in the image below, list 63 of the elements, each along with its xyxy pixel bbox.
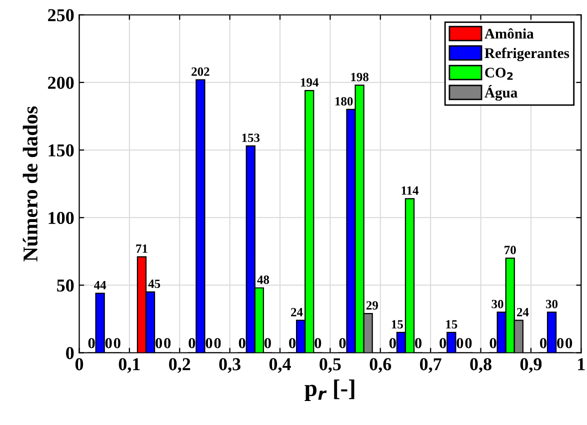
data-label: 0 bbox=[114, 338, 120, 348]
data-label: 0 bbox=[557, 338, 564, 348]
data-label: 30 bbox=[492, 300, 504, 308]
data-label: 194 bbox=[300, 78, 318, 87]
x-tick-label: 0,3 bbox=[219, 358, 240, 373]
data-label: 153 bbox=[242, 134, 260, 142]
data-label: 0 bbox=[88, 338, 95, 348]
data-label: 70 bbox=[504, 246, 516, 254]
data-label: 0 bbox=[105, 338, 112, 348]
data-label: 0 bbox=[238, 338, 246, 348]
data-label: 0 bbox=[540, 338, 546, 348]
y-tick-label: 200 bbox=[48, 76, 74, 89]
data-label: 0 bbox=[566, 338, 572, 348]
data-label: 0 bbox=[490, 338, 496, 348]
x-tick-label: 1 bbox=[578, 358, 585, 370]
data-label: 0 bbox=[206, 338, 212, 348]
y-tick-label: 50 bbox=[57, 279, 74, 292]
x-tick-label: 0,9 bbox=[520, 358, 542, 373]
data-label: 0 bbox=[339, 338, 346, 348]
legend-label: Refrigerantes bbox=[484, 48, 570, 62]
data-label: 0 bbox=[188, 338, 196, 348]
x-tick-label: 0 bbox=[75, 358, 84, 370]
data-label: 48 bbox=[257, 276, 270, 284]
y-tick-label: 0 bbox=[66, 347, 74, 360]
x-tick-label: 0,4 bbox=[269, 358, 291, 373]
data-label: 24 bbox=[291, 308, 303, 316]
data-label: 71 bbox=[136, 244, 148, 253]
data-label: 30 bbox=[546, 300, 558, 308]
x-tick-label: 0,6 bbox=[370, 358, 392, 373]
x-tick-label: 0,1 bbox=[118, 358, 140, 373]
data-label: 0 bbox=[465, 338, 472, 348]
data-label: 0 bbox=[264, 338, 271, 348]
y-tick-label: 250 bbox=[48, 9, 74, 22]
data-label: 0 bbox=[156, 338, 162, 348]
data-label: 180 bbox=[335, 97, 353, 106]
data-label: 0 bbox=[164, 338, 171, 348]
y-tick-label: 150 bbox=[48, 144, 74, 156]
data-label: 0 bbox=[214, 338, 221, 348]
data-label: 15 bbox=[446, 320, 458, 329]
data-label: 24 bbox=[516, 308, 529, 316]
legend-label: CO$_{2}$ bbox=[485, 68, 513, 80]
y-tick-label: 100 bbox=[48, 212, 74, 224]
data-label: 202 bbox=[192, 67, 210, 76]
x-tick-label: 0,5 bbox=[320, 358, 341, 373]
legend-label: Amônia bbox=[484, 28, 534, 39]
data-label: 0 bbox=[389, 338, 396, 348]
data-label: 44 bbox=[94, 281, 106, 290]
x-axis-title: p$_{r}$ [-] bbox=[304, 380, 354, 401]
x-tick-label: 0,2 bbox=[169, 358, 190, 373]
data-label: 45 bbox=[148, 280, 160, 288]
data-label: 0 bbox=[440, 338, 446, 348]
data-label: 198 bbox=[351, 72, 369, 82]
data-label: 0 bbox=[456, 338, 464, 348]
x-tick-label: 0,7 bbox=[420, 358, 442, 373]
legend-label: Água bbox=[484, 84, 518, 101]
data-label: 15 bbox=[392, 320, 403, 329]
data-label: 0 bbox=[289, 338, 296, 348]
data-label: 114 bbox=[402, 186, 419, 195]
data-label: 29 bbox=[366, 301, 378, 310]
data-label: 0 bbox=[415, 338, 422, 348]
x-tick-label: 0,8 bbox=[470, 358, 492, 373]
y-axis-title: Número de dados bbox=[22, 106, 38, 262]
data-label: 0 bbox=[314, 338, 322, 348]
